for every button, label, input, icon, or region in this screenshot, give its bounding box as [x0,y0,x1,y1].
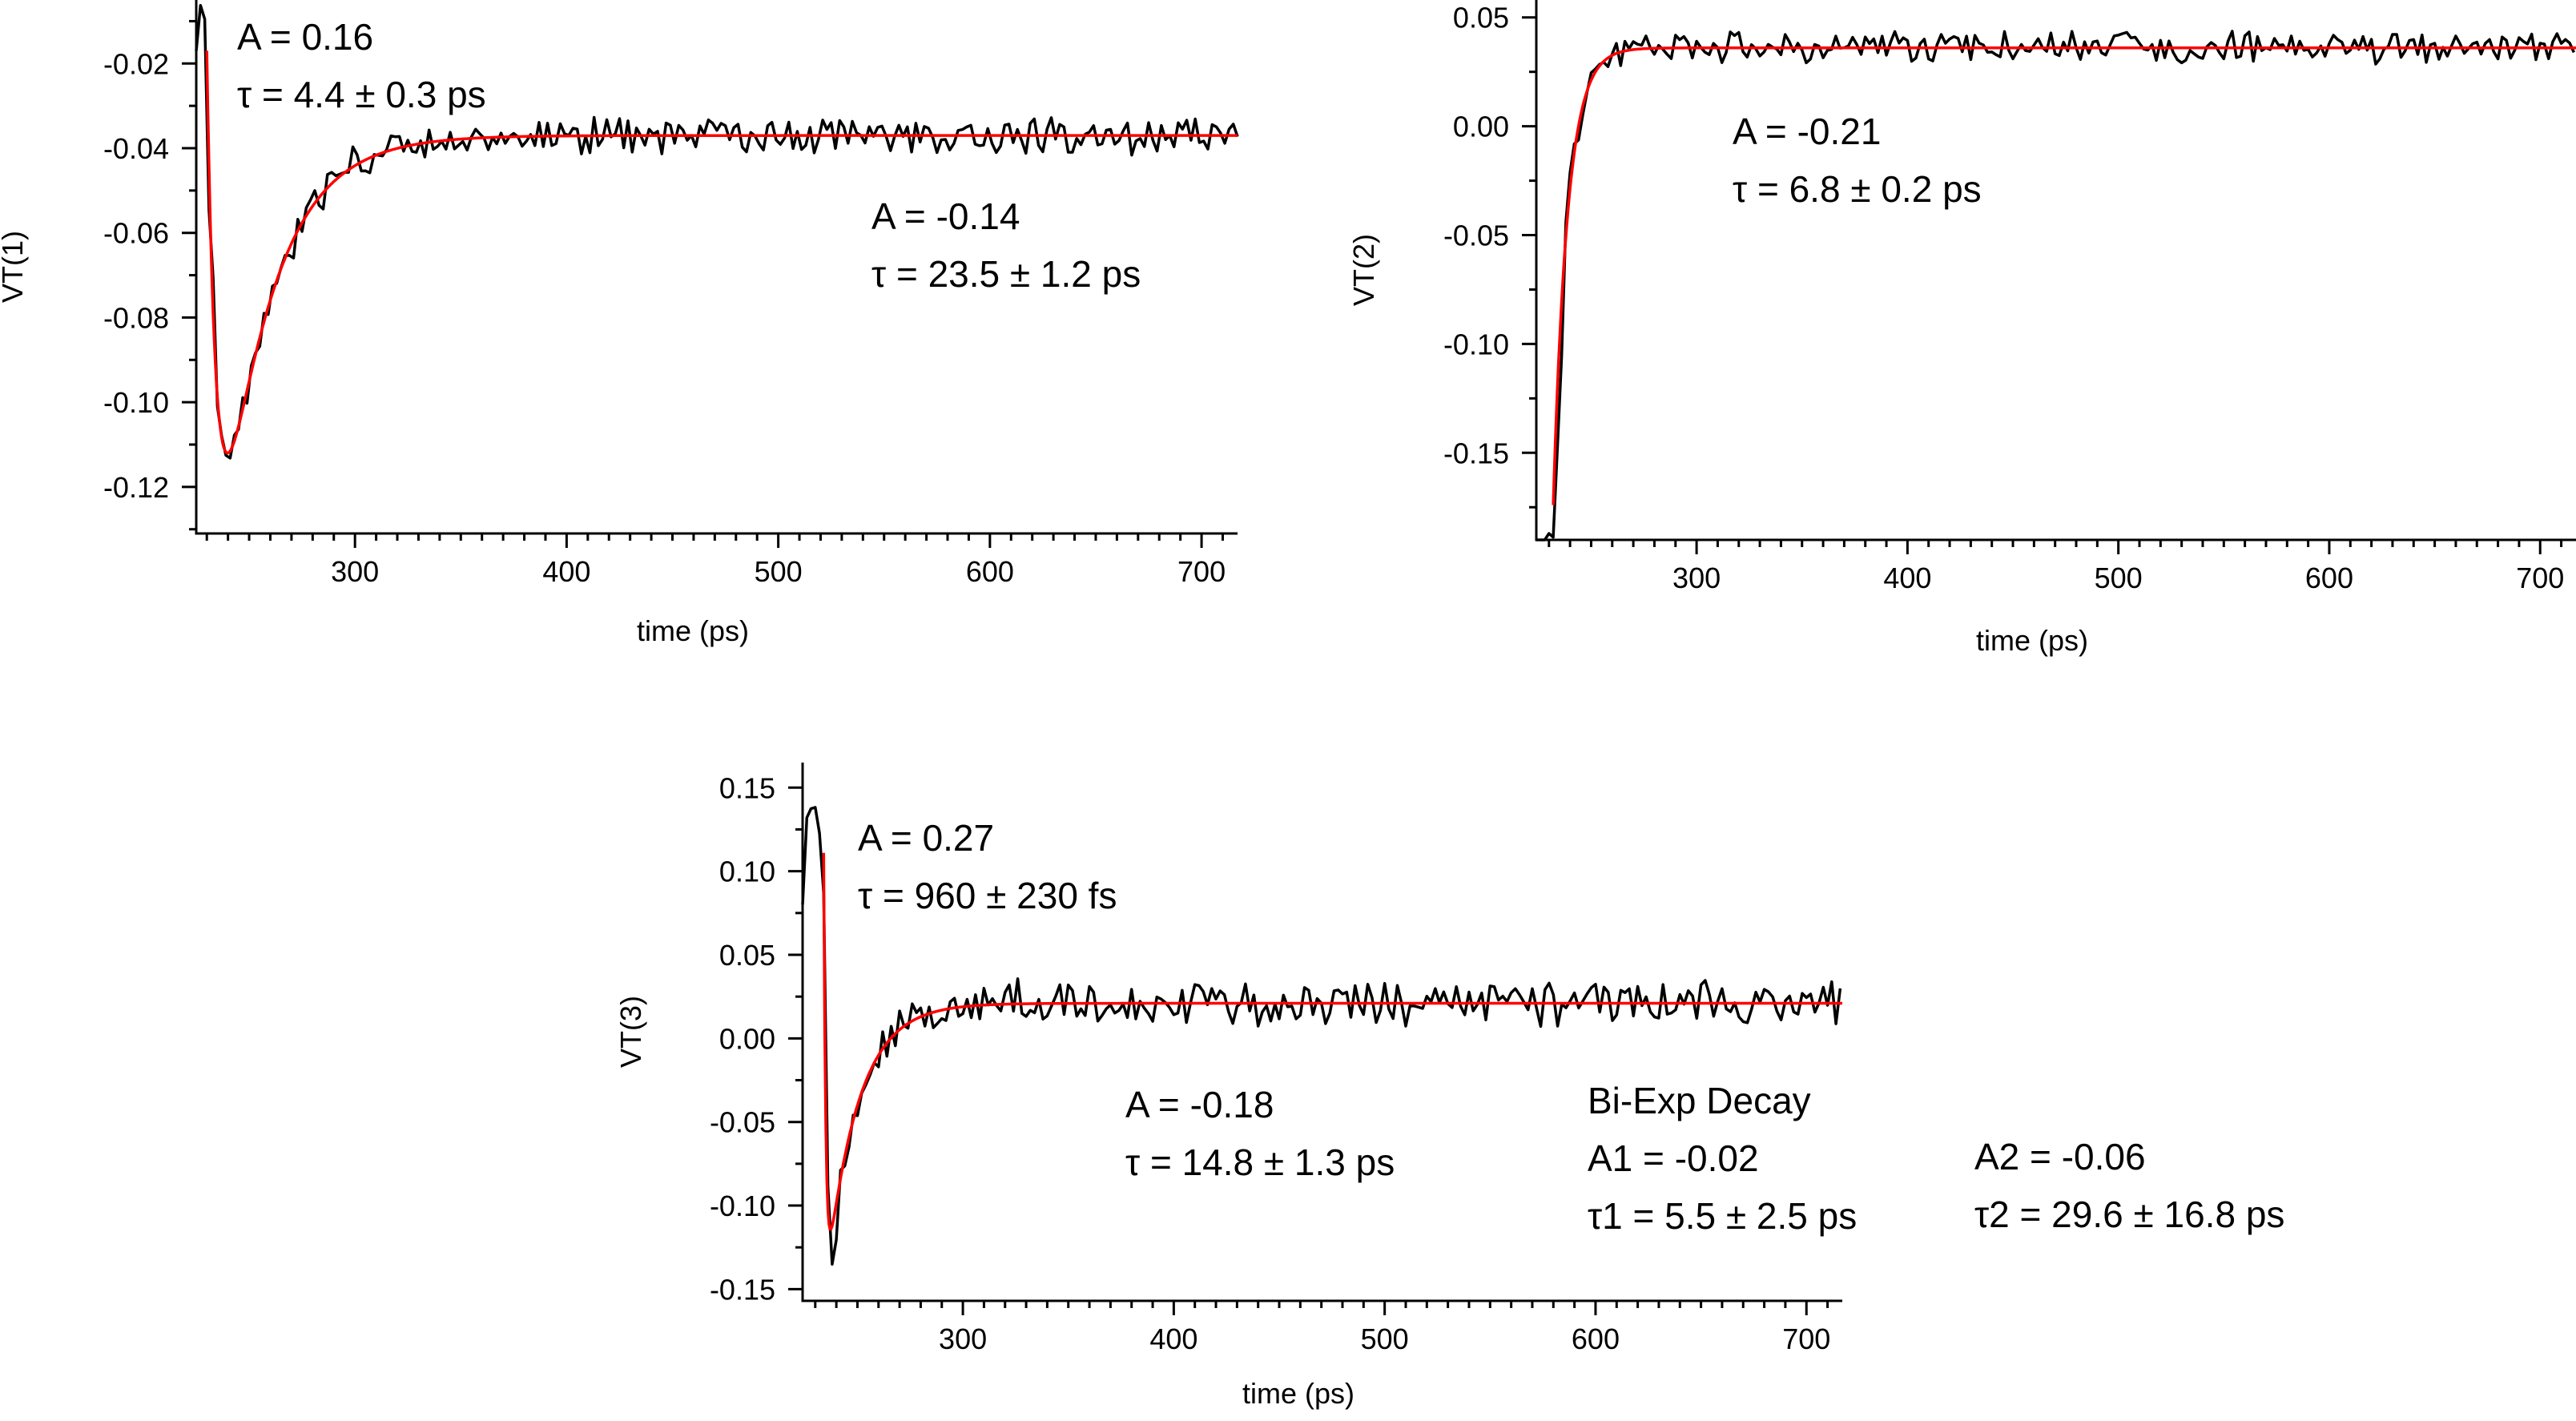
y-tick-label: 0.00 [719,1022,775,1055]
annotation-line: τ1 = 5.5 ± 2.5 ps [1588,1195,1857,1237]
y-tick-label: -0.04 [103,132,169,165]
annotation-line: A2 = -0.06 [1974,1136,2146,1177]
fit-series-line [1552,46,2576,505]
y-tick-label: -0.08 [103,301,169,334]
y-tick-label: -0.06 [103,217,169,250]
y-tick-label: -0.05 [1443,219,1509,252]
fit-annotation: A = 0.27 τ = 960 ± 230 fs [858,817,1117,916]
y-tick-label: -0.10 [103,386,169,419]
annotation-line: A1 = -0.02 [1588,1137,1759,1179]
chart-vt2: 300 400 500 600 700 0.05 0.00 -0.05 -0.10 -0.15 ti… [1347,0,2576,657]
annotation-line: Bi-Exp Decay [1588,1080,1811,1121]
x-tick-label: 400 [1149,1322,1197,1355]
x-axis-label: time (ps) [1976,624,2088,657]
axes [801,763,1842,1302]
x-tick-label: 500 [755,555,803,588]
x-tick-label: 500 [1361,1322,1409,1355]
x-tick-label: 600 [2305,562,2353,594]
x-axis-label: time (ps) [1242,1377,1354,1410]
y-tick-label: 0.00 [1453,111,1509,143]
data-series-line [1536,30,2575,541]
annotation-line: τ = 4.4 ± 0.3 ps [237,74,486,115]
axes [195,0,1238,535]
y-tick-label: -0.15 [710,1273,775,1306]
y-tick-label: -0.05 [710,1106,775,1139]
axes [1535,0,2576,541]
y-axis-label: VT(1) [0,231,29,303]
x-tick-label: 700 [1177,555,1226,588]
fit-annotation: A = -0.21 τ = 6.8 ± 0.2 ps [1733,111,1982,210]
annotation-line: τ = 960 ± 230 fs [858,875,1117,916]
y-tick-label: -0.12 [103,471,169,504]
annotation-line: A = -0.14 [871,195,1020,237]
chart-vt3: 300 400 500 600 700 0.15 0.10 0.05 0.00 -0.05 -0.1… [614,763,2284,1410]
annotation-line: τ2 = 29.6 ± 16.8 ps [1974,1194,2284,1235]
chart-vt1: 300 400 500 600 700 -0.02 -0.04 -0.06 -0.08 -0.10… [0,0,1239,647]
fit-series-line [822,852,1842,1231]
annotation-line: τ = 14.8 ± 1.3 ps [1125,1141,1395,1183]
y-axis-label: VT(3) [614,996,647,1068]
x-tick-label: 500 [2095,562,2143,594]
fit-annotation: A2 = -0.06 τ2 = 29.6 ± 16.8 ps [1974,1136,2284,1235]
data-series-line [195,3,1239,460]
fit-annotation: A = -0.18 τ = 14.8 ± 1.3 ps [1125,1084,1395,1183]
x-tick-label: 300 [1672,562,1721,594]
y-tick-label: 0.15 [719,771,775,804]
fit-annotation: Bi-Exp Decay A1 = -0.02 τ1 = 5.5 ± 2.5 ps [1588,1080,1857,1237]
annotation-line: A = -0.18 [1125,1084,1274,1125]
x-tick-label: 300 [939,1322,987,1355]
fit-annotation: A = 0.16 τ = 4.4 ± 0.3 ps [237,16,486,115]
x-tick-label: 700 [1782,1322,1830,1355]
y-tick-label: -0.10 [710,1190,775,1222]
annotation-line: τ = 23.5 ± 1.2 ps [871,253,1141,295]
x-axis-label: time (ps) [637,614,749,647]
y-tick-label: -0.15 [1443,437,1509,469]
fit-series-line [205,50,1238,455]
y-tick-label: 0.10 [719,855,775,888]
fit-annotation: A = -0.14 τ = 23.5 ± 1.2 ps [871,195,1141,295]
annotation-line: A = 0.27 [858,817,994,859]
y-tick-label: 0.05 [1453,2,1509,34]
x-tick-label: 300 [331,555,379,588]
y-tick-label: -0.02 [103,47,169,80]
y-tick-label: -0.10 [1443,328,1509,360]
x-tick-label: 400 [1883,562,1931,594]
y-axis-label: VT(2) [1347,234,1380,306]
annotation-line: A = 0.16 [237,16,373,58]
x-tick-label: 600 [966,555,1014,588]
y-tick-label: 0.05 [719,939,775,972]
annotation-line: A = -0.21 [1733,111,1881,152]
x-tick-label: 400 [542,555,590,588]
x-tick-label: 600 [1572,1322,1620,1355]
annotation-line: τ = 6.8 ± 0.2 ps [1733,168,1982,210]
x-tick-label: 700 [2516,562,2564,594]
